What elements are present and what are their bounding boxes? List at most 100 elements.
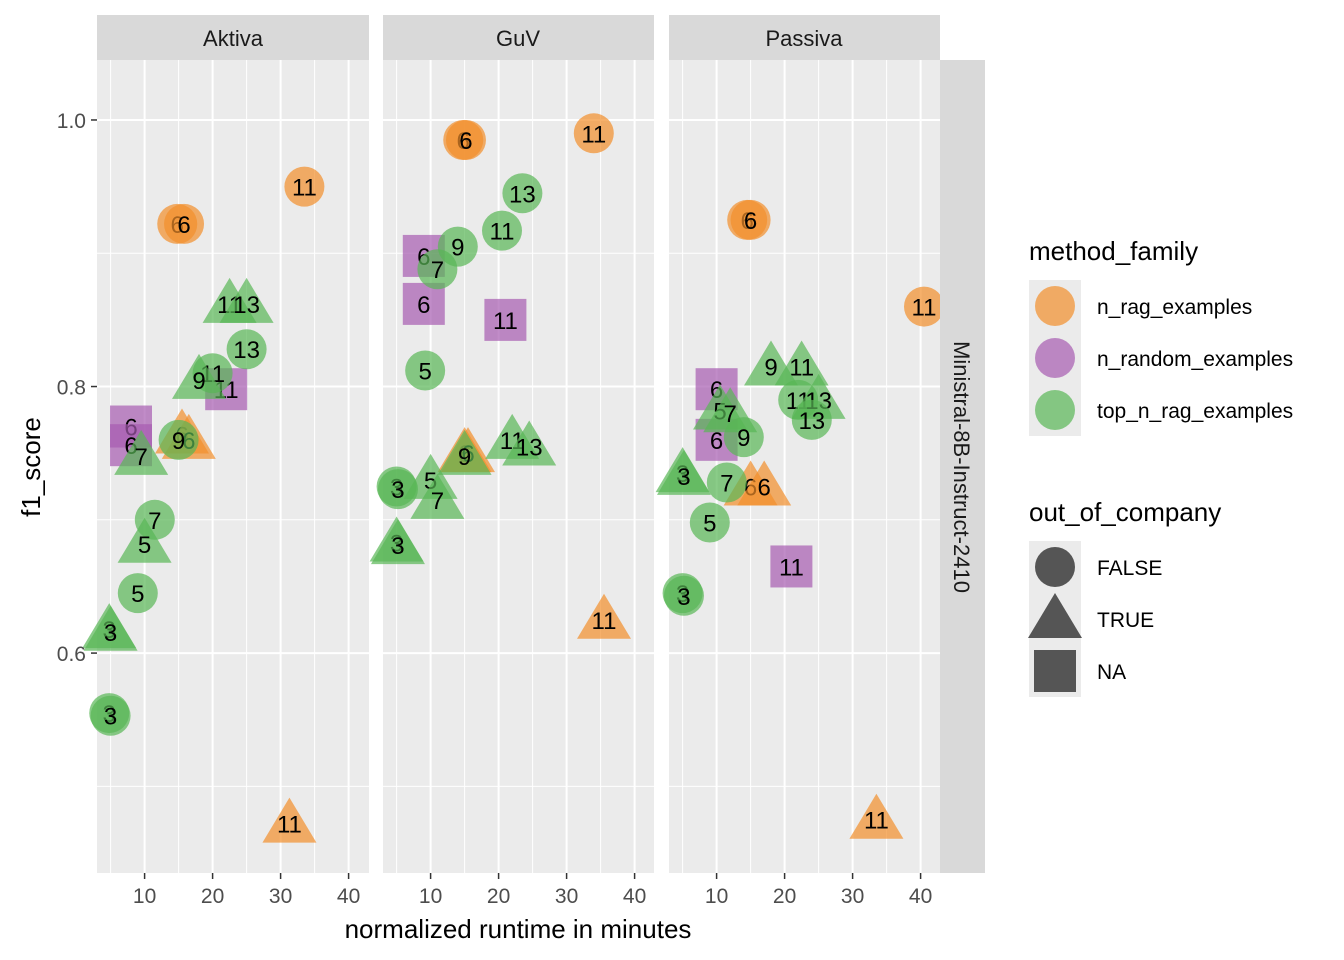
strip-label-passiva: Passiva xyxy=(765,26,843,51)
points-aktiva: 116666116611111313119977553333 xyxy=(82,166,325,843)
point-circle xyxy=(689,502,730,543)
point-label: 6 xyxy=(710,428,723,455)
point-circle xyxy=(730,199,771,240)
point-circle xyxy=(405,350,446,391)
point-label: 13 xyxy=(798,408,825,435)
point-label: 7 xyxy=(720,470,733,497)
point-label: 9 xyxy=(192,368,205,395)
legend-label-na: NA xyxy=(1097,661,1126,684)
point-label: 13 xyxy=(509,181,536,208)
point-label: 11 xyxy=(277,812,302,839)
legend-key-triangle xyxy=(1028,593,1082,638)
row-strip xyxy=(940,60,985,873)
point-label: 11 xyxy=(789,355,814,382)
x-tick-label: 40 xyxy=(909,885,932,908)
point-label: 11 xyxy=(592,608,617,635)
point-circle xyxy=(90,695,131,736)
y-axis-title: f1_score xyxy=(16,417,46,517)
point-triangle xyxy=(83,605,138,651)
point-label: 3 xyxy=(104,704,117,731)
x-tick-label: 10 xyxy=(133,885,156,908)
point-label: 6 xyxy=(459,128,472,155)
y-tick-label: 1.0 xyxy=(57,110,86,133)
x-tick-label: 30 xyxy=(841,885,864,908)
point-circle xyxy=(158,419,199,460)
x-tick-label: 20 xyxy=(201,885,224,908)
legend-label-true: TRUE xyxy=(1097,609,1154,632)
point-label: 9 xyxy=(458,444,471,471)
point-triangle xyxy=(737,460,792,506)
points-passiva: 661166116611119111313579753333 xyxy=(655,199,944,839)
legend-key-top_n_rag_examples xyxy=(1035,390,1075,430)
point-triangle xyxy=(577,593,631,639)
point-label: 7 xyxy=(431,257,444,284)
point-circle xyxy=(706,462,747,503)
legend-title-method-family: method_family xyxy=(1029,236,1198,266)
point-circle xyxy=(723,417,764,458)
point-circle xyxy=(164,203,205,244)
x-tick-label: 40 xyxy=(337,885,360,908)
point-triangle xyxy=(744,340,798,386)
point-label: 11 xyxy=(864,808,889,835)
point-triangle xyxy=(117,517,172,563)
legend-title-out-of-company: out_of_company xyxy=(1029,497,1221,527)
point-label: 5 xyxy=(703,510,716,537)
point-label: 11 xyxy=(779,554,804,581)
point-label: 11 xyxy=(493,308,518,335)
point-label: 6 xyxy=(758,474,771,501)
point-circle xyxy=(226,329,267,370)
strip-aktiva xyxy=(97,15,369,60)
point-triangle xyxy=(172,353,226,399)
point-circle xyxy=(904,286,944,327)
point-triangle xyxy=(262,797,317,843)
x-axis: 10 20 30 40 10 20 30 40 10 20 30 40 xyxy=(133,873,932,908)
point-circle xyxy=(377,469,418,510)
point-label: 13 xyxy=(233,337,260,364)
point-circle xyxy=(502,173,543,214)
point-triangle xyxy=(370,519,425,565)
point-label: 9 xyxy=(737,425,750,452)
x-tick-label: 40 xyxy=(623,885,646,908)
point-triangle xyxy=(219,277,274,323)
point-circle xyxy=(445,119,486,160)
panel-background-passiva xyxy=(669,60,940,873)
point-label: 7 xyxy=(135,444,148,471)
strip-label-aktiva: Aktiva xyxy=(203,26,264,51)
x-tick-label: 10 xyxy=(705,885,728,908)
point-circle xyxy=(117,573,158,614)
point-label: 11 xyxy=(912,295,937,322)
legend-label-top_n_rag_examples: top_n_rag_examples xyxy=(1097,400,1293,423)
point-label: 3 xyxy=(391,533,404,560)
x-tick-label: 20 xyxy=(773,885,796,908)
point-label: 5 xyxy=(131,581,144,608)
point-label: 13 xyxy=(233,292,260,319)
point-label: 7 xyxy=(148,508,161,535)
point-label: 6 xyxy=(177,212,190,239)
legend-key-n_rag_examples xyxy=(1035,286,1075,326)
point-square xyxy=(484,298,527,341)
point-circle xyxy=(482,210,522,251)
point-circle xyxy=(791,399,832,440)
point-label: 11 xyxy=(292,175,317,202)
legend-key-n_random_examples xyxy=(1035,338,1075,378)
legend-method-family: method_family n_rag_examples n_random_exa… xyxy=(1029,236,1293,436)
point-label: 9 xyxy=(172,428,185,455)
point-label: 11 xyxy=(581,121,606,148)
point-label: 11 xyxy=(490,219,515,246)
point-circle xyxy=(573,113,614,154)
point-label: 3 xyxy=(104,620,117,647)
point-label: 13 xyxy=(516,435,543,462)
point-triangle xyxy=(410,473,465,519)
legend-key-square xyxy=(1034,650,1076,692)
legend-label-n_rag_examples: n_rag_examples xyxy=(1097,296,1252,319)
point-label: 7 xyxy=(431,488,444,515)
strip-guv xyxy=(383,15,654,60)
point-label: 5 xyxy=(138,532,151,559)
legend-label-false: FALSE xyxy=(1097,557,1162,580)
y-tick-label: 0.6 xyxy=(57,643,86,666)
point-triangle xyxy=(114,429,169,475)
x-tick-label: 10 xyxy=(419,885,442,908)
point-circle xyxy=(417,249,458,290)
point-label: 5 xyxy=(418,359,431,386)
